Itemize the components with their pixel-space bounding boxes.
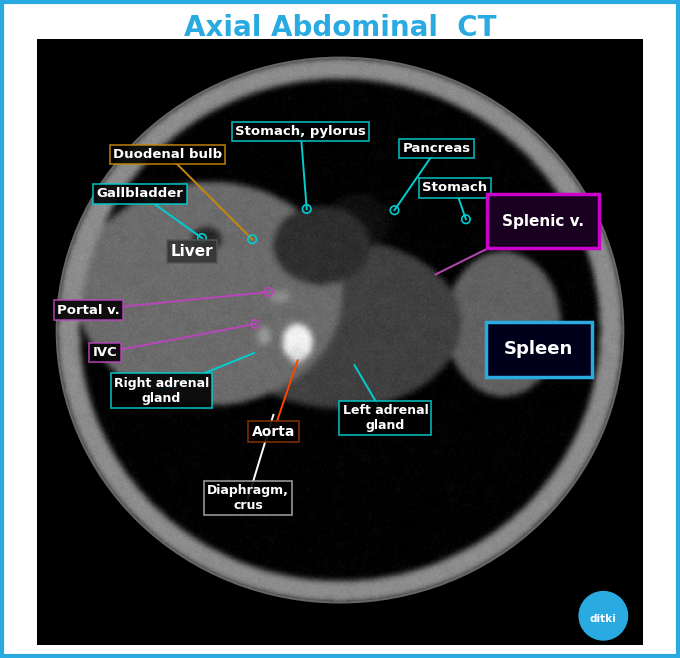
Circle shape [579,592,628,640]
Text: Pancreas: Pancreas [403,142,471,155]
Text: Axial Abdominal  CT: Axial Abdominal CT [184,14,496,41]
FancyBboxPatch shape [37,39,643,645]
Text: Liver: Liver [171,244,213,259]
FancyBboxPatch shape [487,195,599,247]
Text: Splenic v.: Splenic v. [502,214,584,228]
Text: Left adrenal
gland: Left adrenal gland [343,404,428,432]
Text: Duodenal bulb: Duodenal bulb [113,148,222,161]
Text: Stomach, pylorus: Stomach, pylorus [235,125,366,138]
Text: Diaphragm,
crus: Diaphragm, crus [207,484,289,513]
Text: ditki: ditki [590,615,617,624]
Text: Gallbladder: Gallbladder [97,188,184,200]
Text: Aorta: Aorta [252,425,295,439]
Text: IVC: IVC [92,346,118,359]
Text: Stomach: Stomach [422,182,488,194]
FancyBboxPatch shape [486,322,592,376]
Text: Right adrenal
gland: Right adrenal gland [114,376,209,405]
Text: Portal v.: Portal v. [57,303,120,316]
Text: Spleen: Spleen [504,340,573,359]
